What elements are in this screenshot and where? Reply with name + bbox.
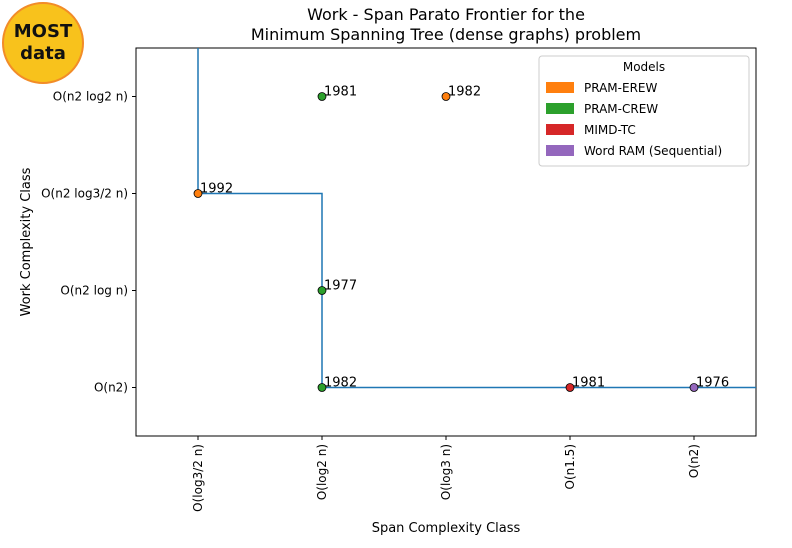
legend-swatch [546, 124, 574, 135]
legend-title: Models [623, 60, 665, 74]
x-tick-label: O(log3 n) [439, 444, 453, 500]
chart-title-line-2: Minimum Spanning Tree (dense graphs) pro… [251, 25, 641, 44]
legend-box [538, 55, 750, 167]
data-point-label: 1992 [200, 182, 233, 197]
pareto-frontier-line [197, 48, 756, 389]
y-tick-label: O(n2 log2 n) [53, 90, 128, 104]
data-point-label: 1977 [324, 279, 357, 294]
logo-line-2: data [20, 43, 66, 64]
data-point [193, 189, 203, 198]
data-point-label: 1976 [696, 376, 729, 391]
data-point-label: 1982 [324, 376, 357, 391]
y-axis-label: Work Complexity Class [19, 167, 34, 316]
y-tick-label: O(n2) [94, 381, 128, 395]
x-tick-label: O(n2) [687, 444, 701, 478]
legend-label: MIMD-TC [584, 123, 636, 137]
x-tick-label: O(log2 n) [315, 444, 329, 500]
legend-label: PRAM-CREW [584, 102, 658, 116]
data-point [689, 383, 699, 392]
legend-swatch [546, 103, 574, 114]
data-point [317, 286, 327, 295]
data-point [317, 92, 327, 101]
legend-swatch [546, 145, 574, 156]
x-tick-label: O(n1.5) [563, 444, 577, 490]
legend-label: PRAM-EREW [584, 81, 657, 95]
chart-title-line-1: Work - Span Parato Frontier for the [307, 5, 585, 24]
data-point [317, 383, 327, 392]
data-point-label: 1981 [572, 376, 605, 391]
y-tick-label: O(n2 log3/2 n) [41, 187, 128, 201]
legend-label: Word RAM (Sequential) [584, 144, 722, 158]
y-tick-label: O(n2 log n) [60, 284, 128, 298]
data-point-label: 1981 [324, 85, 357, 100]
data-point-label: 1982 [448, 85, 481, 100]
most-data-logo: MOST data [2, 2, 84, 84]
data-point [441, 92, 451, 101]
x-tick-label: O(log3/2 n) [191, 444, 205, 512]
data-point [565, 383, 575, 392]
x-axis-label: Span Complexity Class [372, 521, 521, 536]
legend-swatch [546, 82, 574, 93]
logo-line-1: MOST [13, 21, 73, 43]
